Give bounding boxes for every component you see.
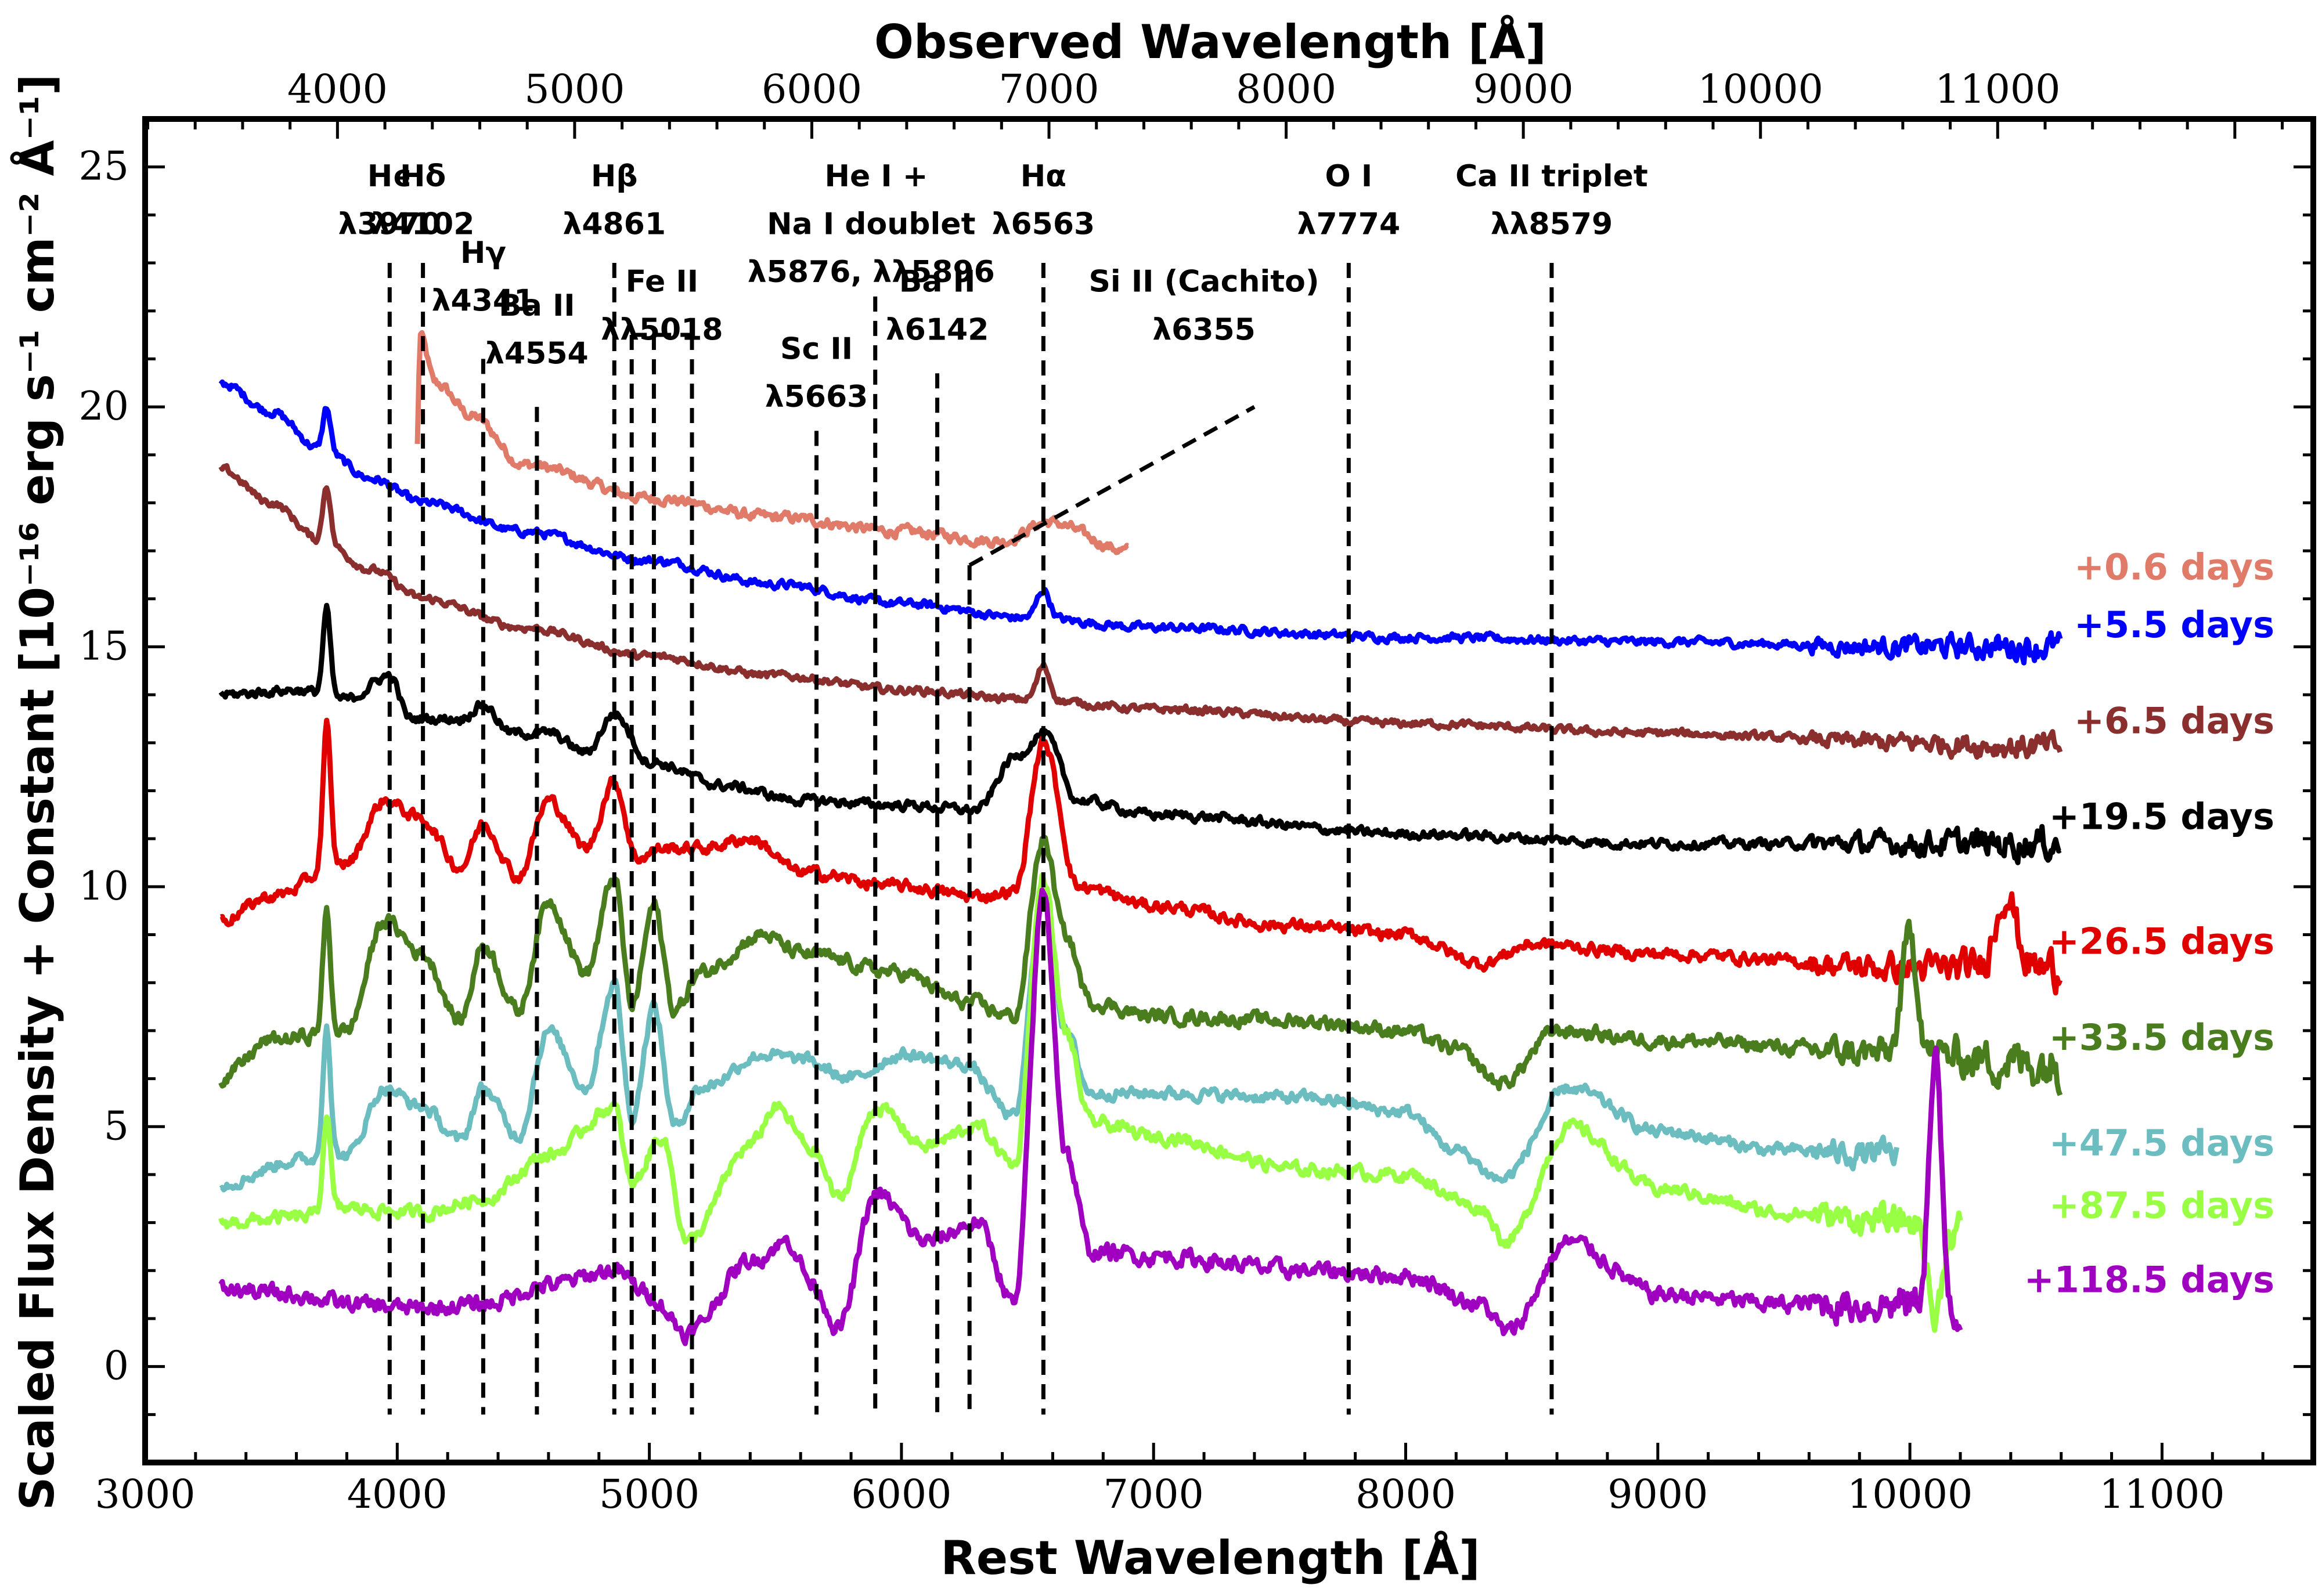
- phase-label-33-5-days: +33.5 days: [2049, 1016, 2274, 1059]
- phase-label-118-5-days: +118.5 days: [2024, 1258, 2274, 1301]
- spectrum-6-5-days: [218, 463, 2063, 760]
- top-x-tick-label: 8000: [1236, 67, 1336, 113]
- phase-label-19-5-days: +19.5 days: [2049, 796, 2274, 838]
- spectra-layer: [218, 330, 2063, 1346]
- x-tick-label: 8000: [1355, 1472, 1456, 1518]
- annotation-h-label-1: λ4341: [432, 284, 535, 319]
- top-x-tick-label: 10000: [1698, 67, 1823, 113]
- phase-label-47-5-days: +47.5 days: [2049, 1122, 2274, 1164]
- x-tick-label: 10000: [1847, 1472, 1973, 1518]
- x-tick-label: 7000: [1104, 1472, 1204, 1518]
- top-x-axis-title: Observed Wavelength [Å]: [874, 15, 1546, 69]
- spectrum-5-5-days: [218, 379, 2063, 666]
- top-x-tick-label: 9000: [1473, 67, 1574, 113]
- phase-label-5-5-days: +5.5 days: [2074, 604, 2274, 646]
- top-x-tick-label: 5000: [524, 67, 625, 113]
- annotation-h-label-0: Hβ: [591, 159, 638, 194]
- x-tick-label: 11000: [2099, 1472, 2224, 1518]
- annotation-sc-ii-label-1: λ5663: [765, 380, 868, 414]
- top-x-tick-label: 11000: [1935, 67, 2060, 113]
- annotation-o-i-label-1: λ7774: [1297, 207, 1401, 241]
- x-tick-label: 4000: [347, 1472, 448, 1518]
- annotation-si-ii-cachito-label-1: λ6355: [1152, 312, 1256, 347]
- annotation-ba-ii-label-0: Ba II: [899, 265, 976, 299]
- x-tick-label: 3000: [95, 1472, 195, 1518]
- y-tick-label: 15: [78, 623, 129, 669]
- phase-labels-layer: +0.6 days +5.5 days +6.5 days +19.5 days +26…: [2024, 546, 2274, 1301]
- annotation-ba-ii-label-1: λ6142: [886, 312, 989, 347]
- spectrum-118-5-days: [218, 887, 1963, 1346]
- y-tick-label: 20: [78, 384, 129, 429]
- y-tick-label: 10: [78, 864, 129, 909]
- annotation-si-ii-cachito-leader: [968, 405, 1256, 567]
- top-x-tick-label: 7000: [999, 67, 1099, 113]
- annotation-he-i-label-1: Na I doublet: [767, 207, 975, 241]
- phase-label-6-5-days: +6.5 days: [2074, 699, 2274, 742]
- y-tick-label: 0: [104, 1344, 129, 1389]
- annotation-si-ii-cachito-label-0: Si II (Cachito): [1088, 265, 1319, 299]
- spectrum-33-5-days: [218, 835, 2063, 1096]
- spectrum-87-5-days: [218, 872, 1963, 1333]
- annotation-h-label-0: Hα: [1021, 159, 1066, 194]
- annotation-ca-ii-triplet-label-0: Ca II triplet: [1455, 159, 1648, 194]
- top-x-tick-label: 6000: [762, 67, 862, 113]
- top-x-tick-label: 4000: [287, 67, 388, 113]
- x-tick-label: 5000: [599, 1472, 700, 1518]
- annotation-h-label-1: λ6563: [992, 207, 1095, 241]
- annotation-he-i-label-2: λ5876, λλ5896: [748, 255, 995, 290]
- annotation-h-label-0: Hδ: [400, 159, 446, 194]
- phase-label-26-5-days: +26.5 days: [2049, 920, 2274, 963]
- annotation-fe-ii-label-1: λλ5018: [601, 312, 723, 347]
- annotation-h-label-0: Hϵ: [367, 159, 412, 194]
- annotation-o-i-label-0: O I: [1325, 159, 1373, 194]
- annotation-ba-ii-label-0: Ba II: [499, 288, 575, 323]
- annotation-he-i-label-0: He I +: [825, 159, 928, 194]
- x-axis-title: Rest Wavelength [Å]: [940, 1530, 1480, 1585]
- x-tick-label: 9000: [1607, 1472, 1708, 1518]
- phase-label-87-5-days: +87.5 days: [2049, 1184, 2274, 1226]
- phase-label-0-6-days: +0.6 days: [2074, 546, 2274, 588]
- y-axis-title: Scaled Flux Density + Constant [10⁻¹⁶ er…: [10, 74, 64, 1511]
- annotation-ba-ii-label-1: λ4554: [485, 337, 589, 371]
- annotation-h-label-1: λ3970: [338, 207, 441, 241]
- spectrum-47-5-days: [219, 882, 1899, 1193]
- annotation-sc-ii-label-0: Sc II: [780, 331, 853, 366]
- annotation-h-label-1: λ4861: [563, 207, 666, 241]
- x-tick-label: 6000: [851, 1472, 951, 1518]
- y-tick-label: 5: [104, 1103, 129, 1149]
- annotation-fe-ii-label-0: Fe II: [626, 265, 698, 299]
- spectrum-19-5-days: [218, 602, 2062, 865]
- annotation-h-label-0: Hγ: [460, 236, 506, 270]
- annotation-ca-ii-triplet-label-1: λλ8579: [1491, 207, 1613, 241]
- y-tick-label: 25: [78, 144, 129, 190]
- axes-layer: 3000 4000 5000 6000 7000 8000 9000 10000 11000 40…: [78, 67, 2316, 1518]
- annotation-h-label-1: λ4102: [372, 207, 475, 241]
- spectrum-26-5-days: [219, 717, 2063, 996]
